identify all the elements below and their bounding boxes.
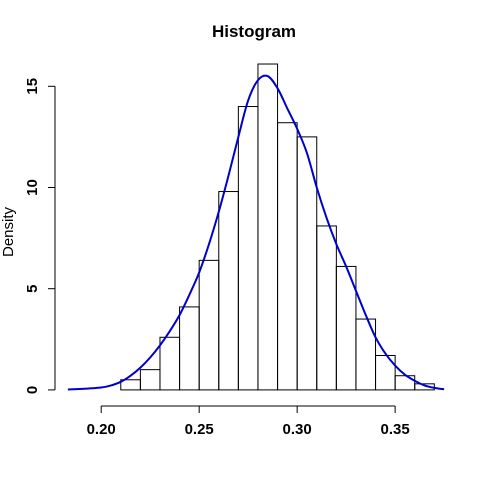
histogram-bar bbox=[179, 306, 200, 391]
histogram-bar bbox=[237, 106, 259, 391]
chart-title: Histogram bbox=[212, 22, 296, 41]
density-curve bbox=[67, 74, 445, 391]
x-tick-label: 0.20 bbox=[87, 421, 116, 438]
x-tick-label: 0.35 bbox=[381, 421, 410, 438]
histogram-bar bbox=[257, 63, 279, 391]
histogram-bar bbox=[139, 369, 161, 391]
histogram-bars bbox=[120, 63, 435, 391]
histogram-bar bbox=[316, 225, 337, 391]
x-tick-label: 0.30 bbox=[283, 421, 312, 438]
histogram-bar bbox=[355, 318, 377, 391]
histogram-bar bbox=[375, 354, 396, 391]
y-tick-label: 0 bbox=[24, 386, 41, 394]
y-tick-label: 5 bbox=[24, 285, 41, 293]
histogram-bar bbox=[394, 375, 416, 391]
y-axis: 0 5 10 15 bbox=[24, 78, 56, 394]
histogram-bar bbox=[198, 259, 220, 391]
histogram-bar bbox=[218, 191, 239, 391]
histogram-bar bbox=[159, 336, 181, 391]
density-curve-group bbox=[67, 74, 445, 391]
x-axis: 0.20 0.25 0.30 0.35 bbox=[87, 405, 410, 438]
y-axis-label: Density bbox=[0, 206, 17, 257]
histogram-bar bbox=[277, 122, 298, 391]
y-tick-label: 15 bbox=[24, 78, 41, 95]
x-tick-label: 0.25 bbox=[185, 421, 214, 438]
y-tick-label: 10 bbox=[24, 179, 41, 196]
